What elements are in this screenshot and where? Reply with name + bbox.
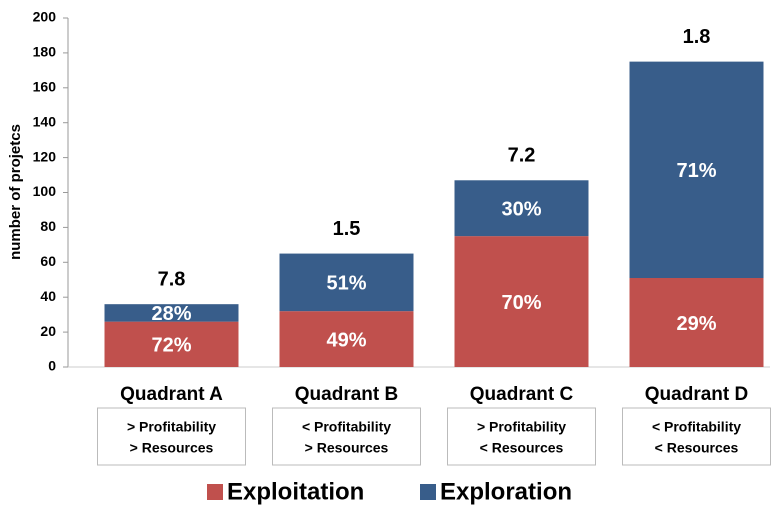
percent-label: 29%	[676, 313, 716, 335]
percent-label: 70%	[501, 292, 541, 314]
bar-segment	[629, 278, 764, 367]
y-tick-label: 180	[33, 44, 57, 60]
legend-label: Exploration	[440, 478, 572, 505]
bar-segment	[279, 253, 414, 312]
top-label: 7.2	[508, 145, 536, 167]
category-note: > Profitability	[477, 419, 566, 435]
x-tick-label: Quadrant B	[295, 384, 398, 405]
top-label: 7.8	[158, 268, 186, 290]
percent-label: 49%	[326, 329, 366, 351]
legend-swatch	[420, 484, 436, 500]
note-box	[272, 407, 421, 466]
top-label: 1.8	[683, 26, 711, 48]
legend-label: Exploitation	[227, 478, 364, 505]
y-tick-label: 0	[48, 358, 56, 374]
y-tick-label: 20	[40, 323, 56, 339]
category-note: < Resources	[480, 440, 564, 456]
note-box	[97, 407, 246, 466]
y-tick-label: 200	[33, 9, 57, 25]
y-tick-label: 80	[40, 218, 56, 234]
x-tick-label: Quadrant D	[645, 384, 748, 405]
percent-label: 28%	[151, 303, 191, 325]
y-tick-label: 140	[33, 113, 57, 129]
y-tick-label: 120	[33, 148, 57, 164]
category-note: < Resources	[655, 440, 739, 456]
percent-label: 51%	[326, 273, 366, 295]
percent-label: 71%	[676, 160, 716, 182]
note-box	[447, 407, 596, 466]
category-note: > Resources	[305, 440, 389, 456]
legend-swatch	[207, 484, 223, 500]
y-tick-label: 100	[33, 183, 57, 199]
y-tick-label: 40	[40, 288, 56, 304]
bar-segment	[629, 61, 764, 279]
x-tick-label: Quadrant C	[470, 384, 574, 405]
bar-segment	[104, 304, 239, 322]
top-label: 1.5	[333, 218, 361, 240]
category-note: > Resources	[130, 440, 214, 456]
category-note: > Profitability	[127, 419, 216, 435]
y-axis-label: number of projetcs	[7, 124, 24, 260]
bar-segment	[104, 321, 239, 367]
y-tick-label: 60	[40, 253, 56, 269]
bar-segment	[454, 180, 589, 237]
category-note: < Profitability	[302, 419, 391, 435]
x-tick-label: Quadrant A	[120, 384, 223, 405]
y-tick-label: 160	[33, 79, 57, 95]
note-box	[622, 407, 771, 466]
bar-segment	[454, 236, 589, 367]
percent-label: 72%	[151, 335, 191, 357]
bar-segment	[279, 311, 414, 367]
category-note: < Profitability	[652, 419, 741, 435]
percent-label: 30%	[501, 198, 541, 220]
